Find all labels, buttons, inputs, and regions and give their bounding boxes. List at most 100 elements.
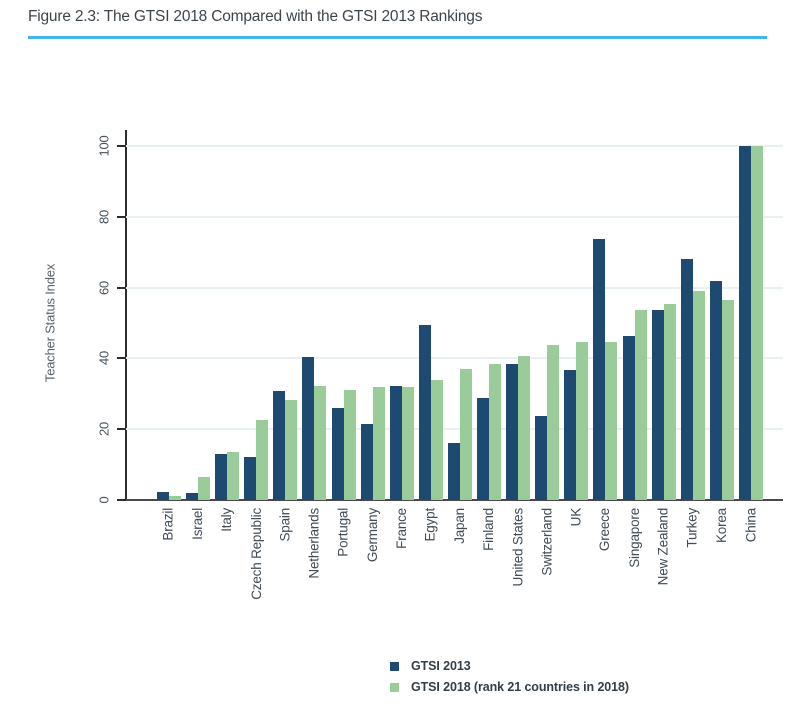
bar-gtsi-2018 xyxy=(692,290,705,500)
bar-gtsi-2013 xyxy=(302,357,315,500)
bar-group-spain: Spain xyxy=(273,146,298,542)
bar-group-netherlands: Netherlands xyxy=(302,146,327,579)
bar-gtsi-2018 xyxy=(459,368,472,500)
y-tick-label-80: 80 xyxy=(96,209,112,224)
bar-gtsi-2013 xyxy=(447,442,460,500)
bar-gtsi-2018 xyxy=(401,386,414,500)
bar-gtsi-2018 xyxy=(605,342,618,500)
y-tick-60 xyxy=(117,286,126,289)
bar-gtsi-2018 xyxy=(372,387,385,500)
gtsi-2018-swatch xyxy=(390,682,399,692)
bar-group-uk: UK xyxy=(564,146,589,526)
bar-gtsi-2018 xyxy=(314,386,327,500)
y-tick-20 xyxy=(117,428,126,431)
bar-group-finland: Finland xyxy=(477,146,502,551)
bar-gtsi-2013 xyxy=(651,309,664,500)
y-tick-40 xyxy=(117,357,126,360)
x-axis-label: Greece xyxy=(597,508,613,552)
bar-gtsi-2018 xyxy=(169,496,181,500)
x-axis-label: France xyxy=(393,508,409,549)
legend-label: GTSI 2018 (rank 21 countries in 2018) xyxy=(411,680,629,694)
y-axis-title: Teacher Status Index xyxy=(42,263,58,383)
bar-gtsi-2013 xyxy=(273,391,286,500)
bar-gtsi-2013 xyxy=(186,492,199,500)
y-axis-line xyxy=(125,130,127,500)
bar-gtsi-2018 xyxy=(576,341,589,500)
bar-gtsi-2018 xyxy=(227,451,240,500)
bar-group-czech-republic: Czech Republic xyxy=(244,146,269,600)
bar-gtsi-2013 xyxy=(389,385,402,500)
legend-label: GTSI 2013 xyxy=(411,659,471,673)
x-axis-label: Israel xyxy=(190,508,206,540)
bar-group-brazil: Brazil xyxy=(157,146,181,541)
x-axis-label: Netherlands xyxy=(306,508,322,579)
chart-legend: GTSI 2013 GTSI 2018 (rank 21 countries i… xyxy=(390,659,629,701)
bar-gtsi-2013 xyxy=(738,146,751,500)
bar-gtsi-2013 xyxy=(564,370,577,500)
legend-item-gtsi-2018: GTSI 2018 (rank 21 countries in 2018) xyxy=(390,680,629,694)
bar-gtsi-2013 xyxy=(506,364,519,500)
gtsi-2013-swatch xyxy=(390,661,399,671)
bar-group-egypt: Egypt xyxy=(418,146,443,542)
figure-title: Figure 2.3: The GTSI 2018 Compared with … xyxy=(28,8,483,25)
y-tick-label-60: 60 xyxy=(96,280,112,295)
bar-gtsi-2018 xyxy=(256,420,269,500)
y-tick-100 xyxy=(117,145,126,147)
bars-layer: Brazil Israel Italy Czech Republic Spain Neth… xyxy=(126,146,783,600)
bar-group-greece: Greece xyxy=(593,146,618,551)
bar-gtsi-2013 xyxy=(418,325,431,500)
bar-group-japan: Japan xyxy=(447,146,472,544)
gridline-60 xyxy=(126,286,783,289)
gridline-100 xyxy=(126,145,783,147)
bar-gtsi-2013 xyxy=(244,457,257,500)
bar-gtsi-2013 xyxy=(680,259,693,500)
bar-group-portugal: Portugal xyxy=(331,146,356,557)
bar-gtsi-2018 xyxy=(198,476,211,500)
bar-gtsi-2018 xyxy=(721,299,734,500)
bar-group-korea: Korea xyxy=(709,146,734,543)
bar-gtsi-2013 xyxy=(535,415,548,500)
x-axis-label: Japan xyxy=(451,508,467,544)
y-tick-label-0: 0 xyxy=(96,496,112,504)
x-axis-label: UK xyxy=(568,508,584,527)
bar-gtsi-2018 xyxy=(285,400,298,500)
bar-gtsi-2013 xyxy=(593,239,606,500)
x-axis-label: Brazil xyxy=(161,508,176,541)
bar-group-france: France xyxy=(389,146,414,549)
bar-group-new-zealand: New Zealand xyxy=(651,146,676,585)
bar-gtsi-2013 xyxy=(477,397,490,500)
x-axis-label: China xyxy=(742,508,758,543)
bar-gtsi-2018 xyxy=(634,309,647,500)
y-tick-label-100: 100 xyxy=(96,135,112,157)
bar-gtsi-2018 xyxy=(518,355,531,500)
bar-gtsi-2018 xyxy=(343,390,356,500)
bar-gtsi-2013 xyxy=(360,423,373,500)
x-axis-label: Finland xyxy=(481,508,497,551)
bar-group-united-states: United States xyxy=(506,146,531,586)
y-tick-label-40: 40 xyxy=(96,351,112,366)
x-axis-label: Czech Republic xyxy=(248,508,264,600)
x-axis-label: Portugal xyxy=(335,508,351,557)
bar-group-israel: Israel xyxy=(186,146,211,540)
bar-gtsi-2018 xyxy=(663,303,676,500)
x-axis-label: Switzerland xyxy=(539,508,555,576)
bar-gtsi-2013 xyxy=(215,453,228,500)
plot-area: 0 20 40 60 80 100 Brazil Israel Italy Czech Repu… xyxy=(97,135,783,600)
x-axis-label: Germany xyxy=(364,508,380,563)
gridline-80 xyxy=(126,215,783,218)
y-tick-80 xyxy=(117,215,126,218)
bar-gtsi-2013 xyxy=(622,336,635,500)
bar-gtsi-2018 xyxy=(489,364,502,500)
x-axis-label: Italy xyxy=(219,508,235,532)
legend-item-gtsi-2013: GTSI 2013 xyxy=(390,659,629,673)
bar-gtsi-2018 xyxy=(750,146,763,500)
bar-gtsi-2013 xyxy=(709,280,722,500)
bar-gtsi-2013 xyxy=(331,407,344,500)
gridline-20 xyxy=(126,428,783,431)
bar-gtsi-2013 xyxy=(157,491,169,500)
bar-group-singapore: Singapore xyxy=(622,146,647,568)
x-axis-label: Singapore xyxy=(626,508,642,568)
bar-gtsi-2018 xyxy=(547,344,560,500)
bar-group-italy: Italy xyxy=(215,146,240,532)
bar-group-switzerland: Switzerland xyxy=(535,146,560,576)
